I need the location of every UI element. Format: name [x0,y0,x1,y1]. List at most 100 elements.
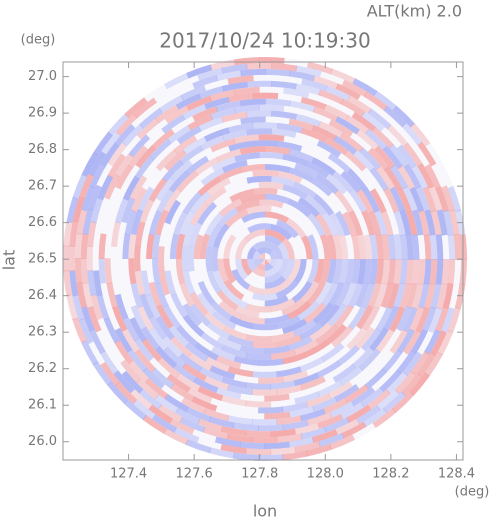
radar-cell [383,187,400,213]
radar-cell [163,188,182,213]
radar-cell [396,144,417,169]
radar-cell [232,422,259,432]
y-tick-label: 26.2 [28,361,57,376]
radar-cell [447,234,456,260]
radar-cell [252,92,279,100]
radar-cell [264,263,274,271]
radar-cell [134,221,146,248]
radar-cell [140,270,152,297]
radar-cell [334,383,360,403]
radar-cell [190,191,211,215]
radar-cell [275,279,299,299]
radar-cell [402,306,418,333]
radar-cell [415,185,431,212]
radar-cell [235,305,260,319]
radar-cell [424,329,441,355]
radar-cell [258,406,284,414]
radar-cell [121,370,144,394]
radar-cell [205,356,231,373]
radar-cell [305,160,330,179]
y-axis-label: lat [0,250,19,271]
radar-cell [441,259,450,285]
radar-cell [130,209,144,235]
radar-cell [346,95,372,114]
radar-cell [130,282,144,309]
radar-cell [260,259,265,265]
radar-cell [265,211,289,224]
radar-cell [200,331,225,351]
radar-cell [114,327,133,353]
radar-cell [233,134,260,144]
radar-cell [318,432,345,448]
radar-cell [291,281,313,304]
radar-cell [342,211,357,237]
radar-cell [442,209,454,236]
radar-cell [158,246,165,272]
radar-cell [246,175,272,184]
radar-cell [99,350,119,375]
radar-cell [356,405,381,425]
radar-cell [170,383,195,402]
radar-cell [323,136,348,156]
radar-cell [87,270,97,297]
radar-cell [346,326,368,350]
radar-cell [293,181,318,199]
radar-cell [146,233,155,259]
x-tick-label: 128.0 [307,467,344,482]
radar-cell [148,315,167,340]
radar-cell [186,64,213,79]
radar-cell [399,259,408,285]
radar-cell [187,114,214,131]
radar-cell [185,406,212,423]
radar-cell [206,321,231,341]
radar-cell [282,450,309,461]
radar-cell [220,395,247,407]
radar-cell [436,283,448,310]
radar-cell [154,209,169,236]
radar-cell [164,105,190,124]
radar-cell [128,258,137,285]
radar-cell [405,233,414,260]
radar-cell [92,361,113,386]
radar-cell [208,447,235,459]
radar-cell [361,327,382,352]
radar-cell [293,339,320,356]
radar-cell [373,282,388,309]
radar-cell [239,98,266,107]
radar-cell [252,241,266,251]
radar-cell [332,233,343,260]
radar-cell [312,302,334,325]
radar-cell [271,80,297,90]
radar-cell [283,87,310,99]
radar-cell [276,415,303,425]
radar-cell [382,145,403,170]
radar-cell [448,209,460,236]
radar-cell [231,269,251,290]
radar-cell [217,167,243,182]
radar-cell [317,380,343,398]
radar-cell [182,136,208,155]
radar-cell [197,418,224,432]
radar-cell [217,335,242,351]
radar-cell [226,384,253,396]
radar-cell [294,422,321,435]
radar-cell [264,271,282,283]
radar-cell [409,372,430,396]
radar-cell [258,181,285,190]
radar-cell [362,187,380,213]
radar-cell [341,79,368,97]
radar-cell [418,209,430,236]
radar-cell [380,282,394,309]
radar-cell [215,100,242,113]
radar-cell [253,250,261,259]
radar-cell [265,259,271,264]
radar-cell [361,210,376,236]
radar-cell [313,193,334,216]
radar-cell [270,428,296,438]
radar-cell [315,213,333,237]
radar-cell [358,348,381,371]
radar-cell [434,306,449,333]
radar-cell [264,295,289,307]
radar-cell [297,197,320,218]
radar-cell [234,152,260,163]
